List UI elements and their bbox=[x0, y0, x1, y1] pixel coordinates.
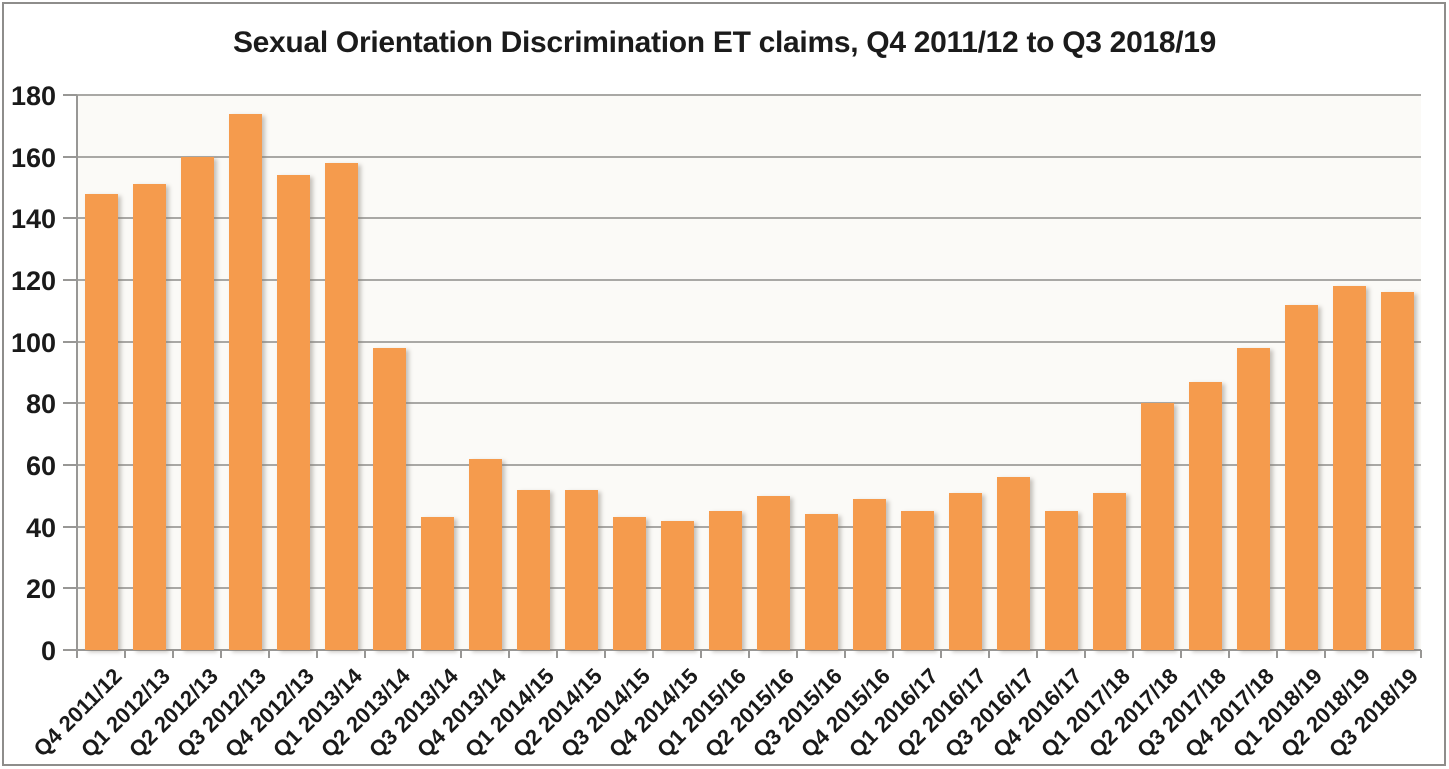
bar bbox=[708, 511, 742, 650]
x-axis-tick bbox=[1372, 650, 1374, 658]
bar bbox=[1044, 511, 1078, 650]
y-axis-tick bbox=[63, 402, 77, 405]
bar bbox=[468, 458, 502, 650]
x-axis-tick bbox=[748, 650, 750, 658]
bar bbox=[132, 184, 166, 650]
gridline bbox=[77, 155, 1421, 158]
y-axis-tick bbox=[63, 587, 77, 590]
bar bbox=[1236, 347, 1270, 650]
bar bbox=[516, 489, 550, 650]
bar bbox=[1284, 304, 1318, 650]
bar bbox=[1188, 381, 1222, 650]
y-tick-label: 80 bbox=[25, 389, 56, 420]
y-axis-tick bbox=[63, 155, 77, 158]
y-axis-tick bbox=[63, 649, 77, 651]
y-axis-tick bbox=[63, 279, 77, 281]
y-tick-label: 180 bbox=[10, 81, 56, 111]
x-axis-tick bbox=[316, 650, 318, 658]
x-axis-tick bbox=[508, 650, 510, 658]
x-axis-tick bbox=[172, 650, 174, 658]
y-tick-label: 120 bbox=[10, 266, 56, 296]
bar bbox=[612, 517, 646, 650]
bar bbox=[228, 113, 262, 650]
bar bbox=[1092, 492, 1126, 650]
x-axis-tick bbox=[700, 650, 702, 658]
x-axis-tick bbox=[1132, 650, 1134, 658]
x-axis-tick bbox=[1276, 650, 1278, 658]
x-axis-tick bbox=[220, 650, 222, 658]
y-axis-tick bbox=[63, 217, 77, 220]
bar bbox=[900, 511, 934, 650]
x-axis-tick bbox=[1180, 650, 1182, 658]
y-tick-label: 100 bbox=[10, 327, 56, 358]
x-axis-tick bbox=[124, 650, 126, 658]
x-axis-tick bbox=[460, 650, 462, 658]
x-axis-tick bbox=[796, 650, 798, 658]
gridline bbox=[77, 402, 1421, 405]
bar bbox=[996, 477, 1030, 650]
x-axis-tick bbox=[364, 650, 366, 658]
bar bbox=[324, 162, 358, 650]
x-axis-tick bbox=[892, 650, 894, 658]
y-tick-label: 140 bbox=[10, 204, 56, 235]
x-axis-tick bbox=[844, 650, 846, 658]
x-axis-tick bbox=[268, 650, 270, 658]
x-axis-tick bbox=[1036, 650, 1038, 658]
y-axis-tick bbox=[63, 340, 77, 343]
x-axis-tick bbox=[76, 650, 78, 658]
bar bbox=[420, 517, 454, 650]
y-tick-label: 0 bbox=[40, 636, 56, 666]
y-axis-tick bbox=[63, 94, 77, 96]
gridline bbox=[77, 94, 1421, 96]
chart-title: Sexual Orientation Discrimination ET cla… bbox=[232, 26, 1217, 59]
bar bbox=[756, 495, 790, 650]
y-tick-label: 40 bbox=[25, 512, 56, 543]
bar bbox=[852, 498, 886, 650]
x-axis-tick bbox=[940, 650, 942, 658]
x-axis-tick bbox=[556, 650, 558, 658]
bar bbox=[564, 489, 598, 650]
bar bbox=[372, 347, 406, 650]
bar bbox=[1332, 286, 1366, 650]
bar bbox=[948, 492, 982, 650]
bar bbox=[804, 514, 838, 650]
bar bbox=[660, 520, 694, 650]
x-axis-tick bbox=[988, 650, 990, 658]
gridline bbox=[77, 217, 1421, 220]
y-axis-tick bbox=[63, 464, 77, 466]
x-axis-tick bbox=[1420, 650, 1422, 658]
bar bbox=[1380, 292, 1414, 650]
x-axis-tick bbox=[1084, 650, 1086, 658]
bar bbox=[276, 175, 310, 650]
y-tick-label: 20 bbox=[25, 574, 56, 605]
gridline bbox=[77, 340, 1421, 343]
y-tick-label: 160 bbox=[10, 142, 56, 173]
bar bbox=[180, 156, 214, 650]
bar bbox=[1140, 403, 1174, 650]
x-axis-tick bbox=[412, 650, 414, 658]
bar bbox=[84, 193, 118, 650]
x-axis-tick bbox=[1228, 650, 1230, 658]
x-axis-tick bbox=[652, 650, 654, 658]
gridline bbox=[77, 464, 1421, 466]
y-axis-line bbox=[76, 95, 78, 651]
gridline bbox=[77, 279, 1421, 281]
gridline bbox=[77, 587, 1421, 590]
y-axis-tick bbox=[63, 525, 77, 528]
y-tick-label: 60 bbox=[25, 451, 56, 481]
x-axis-tick bbox=[1324, 650, 1326, 658]
x-axis-tick bbox=[604, 650, 606, 658]
gridline bbox=[77, 525, 1421, 528]
